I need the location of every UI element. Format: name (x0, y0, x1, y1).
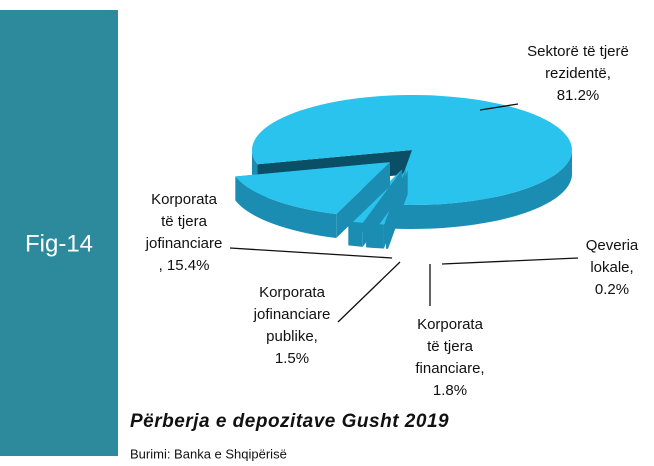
leader-line (337, 261, 401, 323)
value-label: 81.2% (557, 87, 600, 104)
label-line: rezidentë, (545, 65, 611, 82)
label-line: Qeveria (586, 237, 639, 254)
slice (252, 94, 573, 206)
label-line: Korporata (151, 191, 218, 208)
value-label: 1.5% (275, 350, 309, 367)
chart-title: Përberja e depozitave Gusht 2019 (130, 411, 449, 432)
data-label: Sektorë të tjerë rezidentë, 81.2% (527, 43, 629, 104)
label-line: financiare, (415, 360, 484, 377)
pie (235, 94, 573, 249)
label-line: jofinanciare (253, 306, 331, 323)
slice-wall (348, 169, 403, 246)
slice-side (235, 176, 337, 239)
label-line: Korporata (259, 284, 326, 301)
value-label: 1.8% (433, 382, 467, 399)
label-line: të tjera (161, 213, 208, 230)
data-label: Korporata të tjera financiare, 1.8% (415, 316, 484, 399)
label-line: Korporata (417, 316, 484, 333)
label-line: publike, (266, 328, 318, 345)
label-line: Sektorë të tjerë (527, 43, 629, 60)
label-line: jofinanciare (145, 235, 223, 252)
labels: Sektorë të tjerë rezidentë, 81.2% Qeveria lo… (145, 43, 639, 399)
side-panel (0, 10, 118, 456)
data-label: Korporata të tjera jofinanciare , 15.4% (145, 191, 223, 274)
label-line: lokale, (590, 259, 633, 276)
leader-line (441, 257, 579, 265)
value-label: 0.2% (595, 281, 629, 298)
label-line: të tjera (427, 338, 474, 355)
data-label: Korporata jofinanciare publike, 1.5% (253, 284, 331, 367)
figure-label: Fig-14 (25, 230, 93, 257)
leader-line (479, 103, 519, 111)
slice (235, 162, 390, 215)
leader-line (229, 247, 393, 259)
source: Burimi: Banka e Shqipërisë (130, 446, 287, 461)
data-label: Qeveria lokale, 0.2% (586, 237, 639, 298)
value-label: , 15.4% (159, 257, 210, 274)
slice-side (392, 150, 572, 229)
